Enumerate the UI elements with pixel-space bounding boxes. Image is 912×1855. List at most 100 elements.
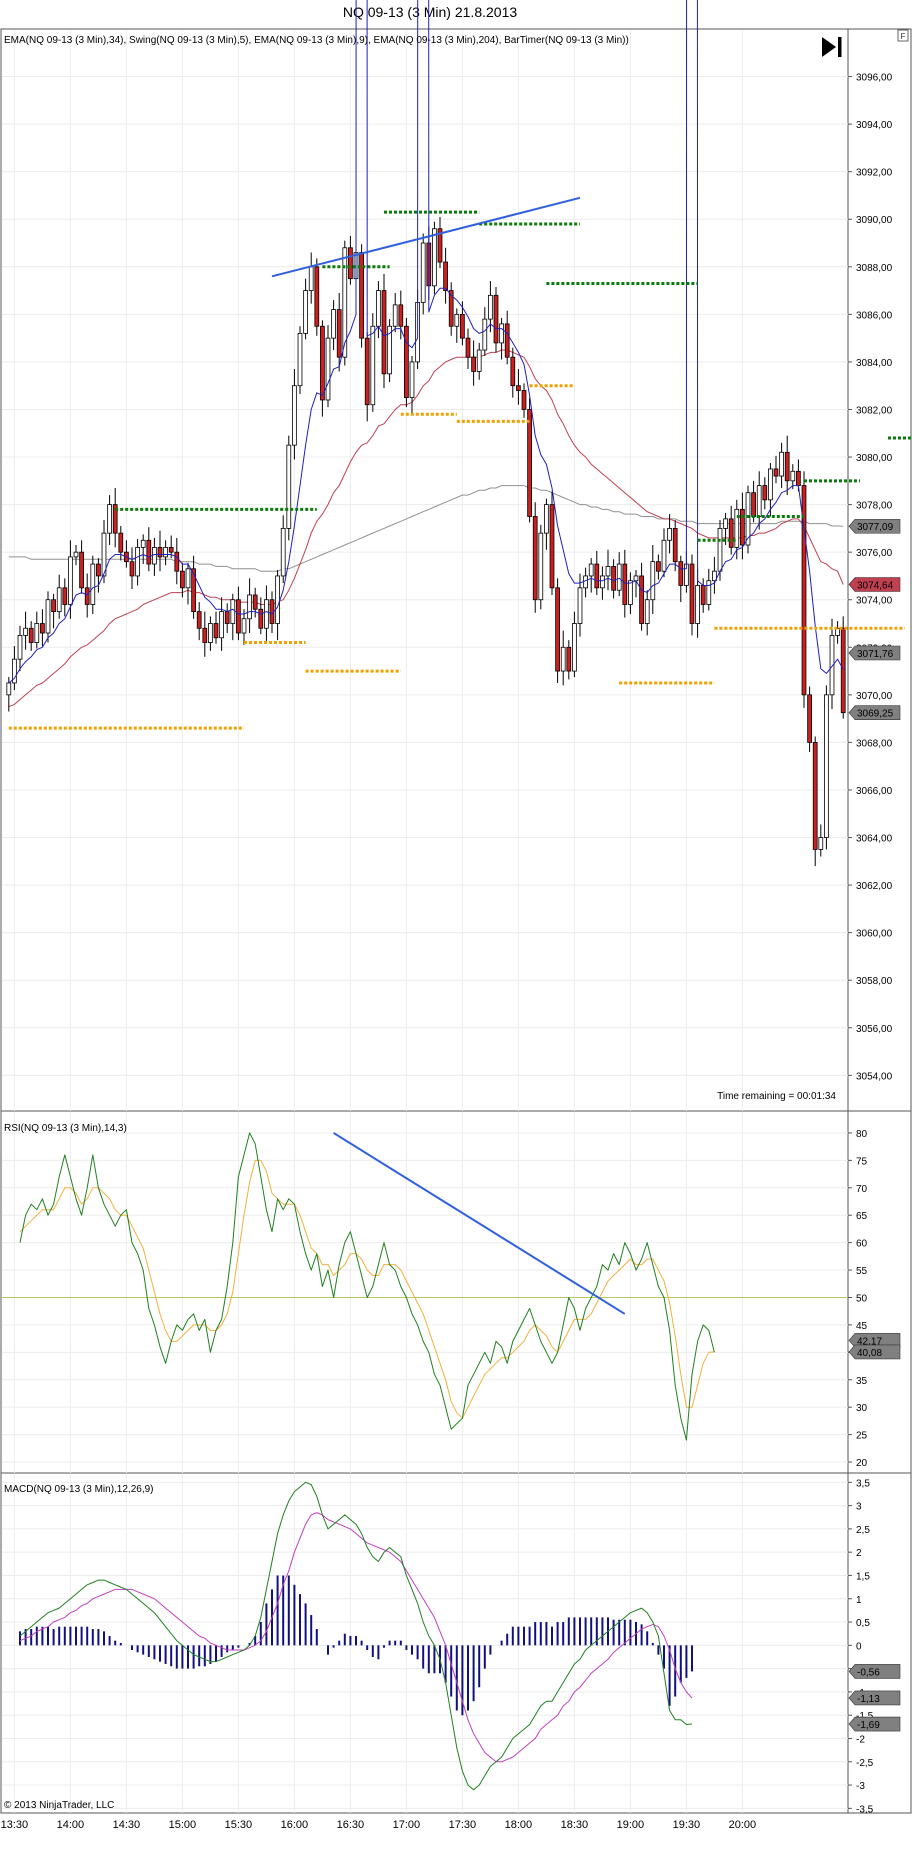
candle bbox=[706, 568, 712, 611]
axis-tick-label: 3086,00 bbox=[856, 310, 893, 321]
candle bbox=[331, 300, 336, 351]
axis-tick-label: 20 bbox=[856, 1458, 868, 1469]
price-trendline[interactable] bbox=[271, 196, 581, 278]
candle bbox=[359, 244, 364, 348]
axis-tick-label: 3078,00 bbox=[856, 501, 893, 512]
value-marker: 3074,64 bbox=[848, 577, 901, 592]
candle bbox=[471, 340, 476, 386]
candle bbox=[544, 498, 549, 550]
candle bbox=[588, 558, 594, 593]
time-tick-label: 15:30 bbox=[225, 1819, 253, 1831]
axis-tick-label: 50 bbox=[856, 1293, 868, 1304]
rsi-axis: 80757065605550454035302520 bbox=[848, 1129, 868, 1469]
candle bbox=[157, 530, 163, 572]
time-axis: 13:30 14:00 14:30 15:00 15:30 16:00 16:30 17:00… bbox=[1, 1819, 757, 1831]
candle bbox=[538, 524, 544, 610]
time-tick-label: 16:30 bbox=[337, 1819, 365, 1831]
candle bbox=[773, 455, 779, 484]
axis-tick-label: 2 bbox=[856, 1548, 862, 1559]
candle bbox=[12, 646, 17, 691]
axis-tick-label: 3092,00 bbox=[856, 168, 893, 179]
candle bbox=[297, 326, 303, 395]
candle bbox=[622, 549, 628, 618]
time-tick-label: 18:00 bbox=[505, 1819, 533, 1831]
price-plot bbox=[6, 0, 912, 867]
candle bbox=[432, 221, 437, 295]
candle bbox=[667, 514, 672, 554]
axis-tick-label: -3,5 bbox=[856, 1804, 874, 1815]
value-marker-label: 42,17 bbox=[857, 1336, 882, 1347]
candle bbox=[208, 616, 213, 651]
candle bbox=[112, 487, 118, 548]
axis-tick-label: 3082,00 bbox=[856, 405, 893, 416]
candle bbox=[381, 273, 387, 389]
candle bbox=[650, 545, 656, 614]
candle bbox=[308, 252, 314, 304]
candle bbox=[504, 310, 510, 365]
candle bbox=[745, 485, 751, 554]
axis-tick-label: -1,5 bbox=[856, 1711, 874, 1722]
value-marker-label: -1,13 bbox=[857, 1694, 880, 1705]
candle bbox=[241, 609, 247, 645]
candle bbox=[700, 578, 706, 613]
candle bbox=[409, 355, 415, 415]
candle bbox=[146, 527, 152, 572]
candle bbox=[527, 397, 532, 523]
candle bbox=[577, 573, 583, 637]
macd-signal-line bbox=[19, 1512, 693, 1763]
rsi-panel[interactable] bbox=[0, 1110, 912, 1474]
go-to-latest-icon[interactable] bbox=[822, 37, 842, 57]
rsi-trendline[interactable] bbox=[333, 1132, 626, 1315]
price-panel-label: EMA(NQ 09-13 (3 Min),34), Swing(NQ 09-13… bbox=[4, 35, 629, 46]
candle bbox=[616, 552, 622, 597]
axis-tick-label: 3054,00 bbox=[856, 1071, 893, 1082]
value-marker: 40,08 bbox=[848, 1344, 901, 1360]
value-marker-label: 3074,64 bbox=[857, 581, 894, 592]
candle bbox=[801, 471, 807, 708]
macd-axis: 3,532,521,510,50-0,5-1-1,5-2-2,5-3-3,5 bbox=[848, 1478, 874, 1815]
price-gridlines bbox=[2, 76, 848, 1076]
axis-tick-label: 2,5 bbox=[856, 1525, 870, 1536]
axis-tick-label: 3094,00 bbox=[856, 120, 893, 131]
candle bbox=[460, 301, 465, 346]
candle bbox=[247, 578, 252, 634]
macd-line bbox=[19, 1481, 693, 1791]
macd-gridlines bbox=[2, 1481, 848, 1809]
candle bbox=[17, 625, 23, 672]
candle bbox=[566, 640, 572, 680]
candle bbox=[454, 308, 460, 343]
candle bbox=[465, 328, 471, 370]
candle bbox=[521, 383, 527, 418]
macd-plot bbox=[19, 1481, 693, 1791]
axis-tick-label: 3 bbox=[856, 1502, 862, 1513]
candle bbox=[286, 435, 292, 541]
candle bbox=[129, 547, 135, 590]
candle bbox=[51, 593, 56, 629]
candle bbox=[336, 292, 342, 372]
corner-button[interactable] bbox=[897, 29, 909, 42]
candle bbox=[370, 313, 376, 412]
value-marker: -1,13 bbox=[848, 1690, 901, 1706]
candle bbox=[135, 539, 140, 586]
time-tick-label: 13:30 bbox=[1, 1819, 29, 1831]
candle bbox=[476, 342, 482, 380]
time-tick-label: 17:30 bbox=[449, 1819, 477, 1831]
candle bbox=[689, 554, 695, 636]
axis-tick-label: 3064,00 bbox=[856, 834, 893, 845]
candle bbox=[202, 611, 208, 657]
candle bbox=[152, 537, 157, 576]
corner-button-label: F bbox=[901, 32, 906, 41]
candle bbox=[493, 287, 499, 353]
candle bbox=[230, 593, 236, 641]
value-marker-label: -0,56 bbox=[857, 1667, 880, 1678]
candle bbox=[196, 602, 202, 641]
macd-panel[interactable] bbox=[0, 1472, 912, 1814]
candle bbox=[275, 570, 280, 641]
candle bbox=[73, 545, 79, 566]
axis-tick-label: 55 bbox=[856, 1266, 868, 1277]
candle bbox=[611, 559, 616, 599]
candle bbox=[258, 597, 264, 635]
time-tick-label: 19:30 bbox=[673, 1819, 701, 1831]
candle bbox=[124, 540, 129, 568]
candle bbox=[818, 824, 824, 857]
